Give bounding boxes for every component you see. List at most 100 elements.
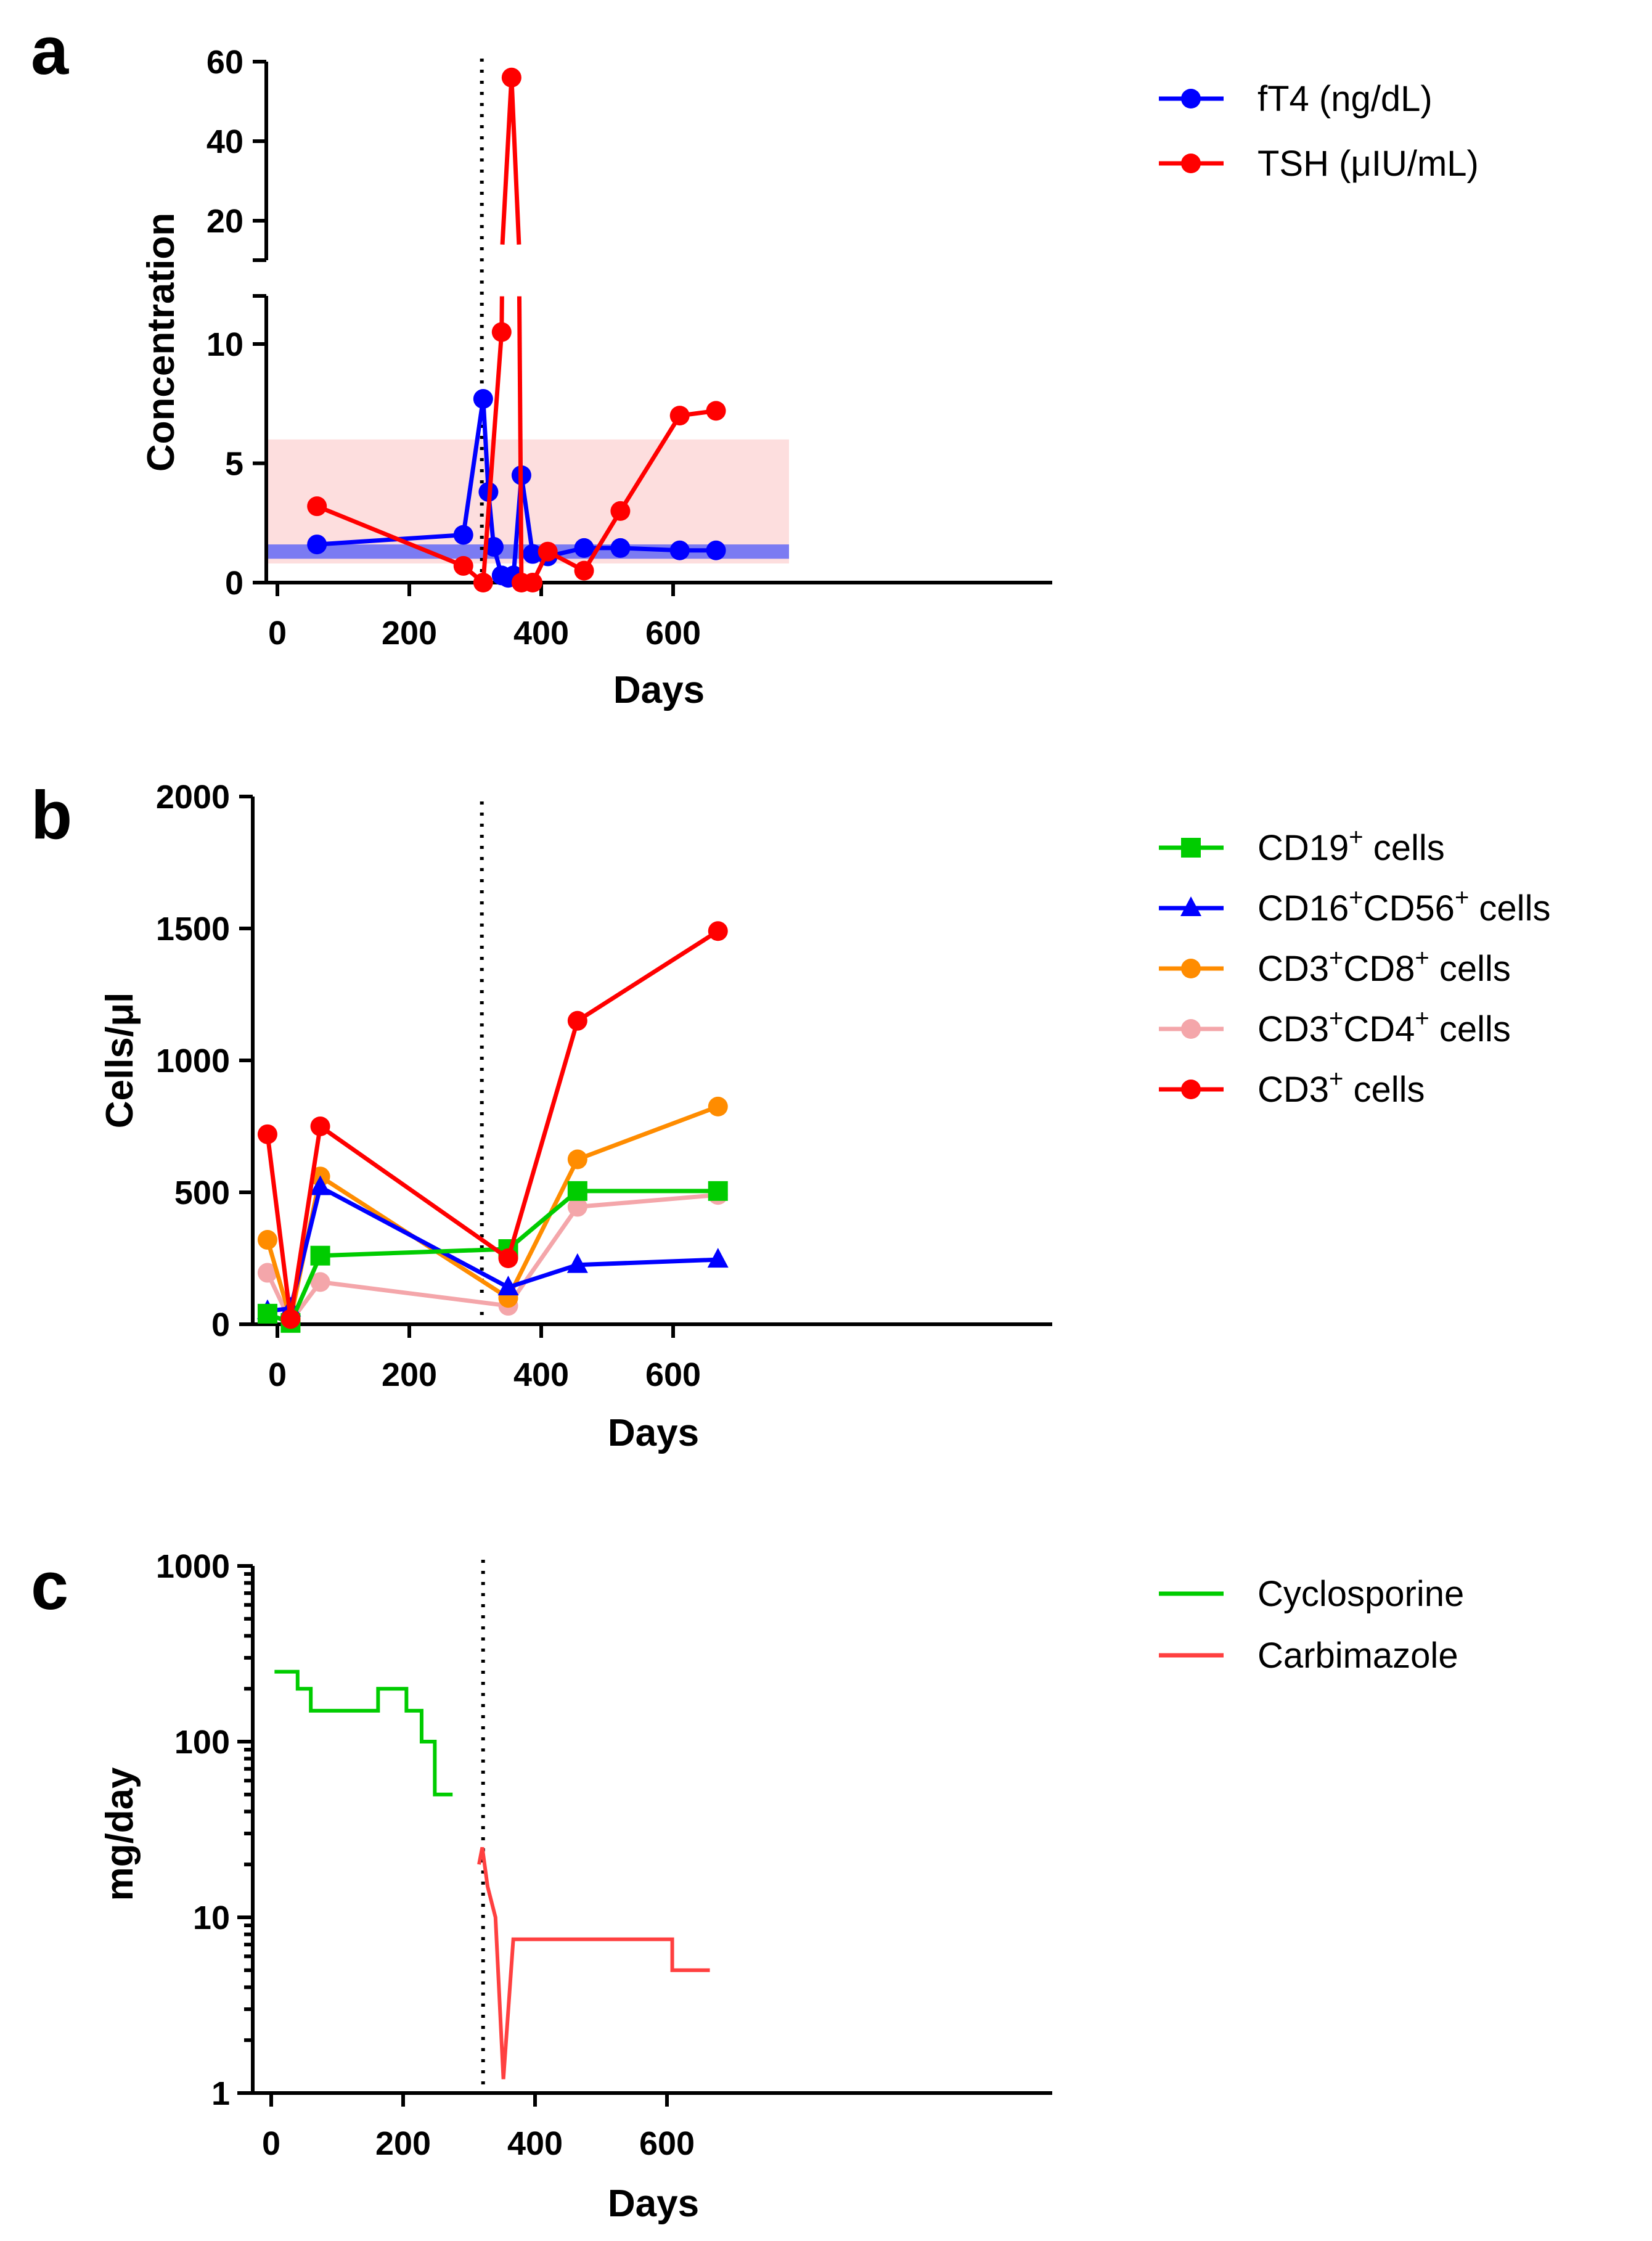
point-0-11 [574,538,594,558]
y-tick-label-500: 500 [174,1174,230,1211]
legend-marker-2 [1181,959,1201,978]
x-tick-label-200: 200 [375,2125,431,2162]
point-2-0 [257,1230,277,1250]
point-2-5 [708,1096,728,1116]
point-0-4 [567,1181,587,1201]
point-4-3 [498,1248,518,1268]
legend-label-2-sup2: + [1415,944,1429,972]
x-tick-label-400: 400 [507,2125,563,2162]
point-1-11 [706,401,726,421]
y-tick-label-100: 100 [174,1724,230,1761]
series-line-4 [265,929,719,1321]
point-1-3 [497,1276,519,1296]
series-line-3 [265,1192,719,1324]
legend-label-2: CD3+CD8+ cells [1257,944,1511,989]
legend-label-0: CD19+ cells [1257,824,1445,868]
legend-label-2-suffix: cells [1429,949,1511,989]
panel-c: c 1 10 100 1000 0 200 400 600 Days mg/day Cyclospor… [31,1548,1464,2225]
point-3-2 [310,1272,330,1292]
series-line-tsh-2b [500,77,514,245]
legend-label-0-base: CD19 [1257,828,1349,868]
x-axis-title: Days [613,669,705,711]
point-4-0 [257,1124,277,1144]
legend-label-1-sup: + [1349,884,1363,911]
legend-label-0-sup: + [1349,824,1363,851]
x-tick-label-400: 400 [513,615,569,652]
series-1 [307,67,726,592]
x-tick-label-600: 600 [639,2125,695,2162]
series-0 [257,1181,728,1333]
point-3-4 [567,1197,587,1217]
legend-marker-1 [1180,896,1201,916]
point-3-0 [257,1263,277,1283]
point-4-5 [708,921,728,941]
point-1-4 [566,1253,588,1273]
legend-label-3-sup2: + [1415,1005,1429,1032]
legend-marker-1 [1181,154,1201,173]
legend-label-1: Carbimazole [1257,1636,1458,1676]
point-1-0 [307,496,327,517]
x-tick-label-0: 0 [262,2125,280,2162]
y-tick-label-20: 20 [206,203,243,240]
legend-label-4: CD3+ cells [1257,1065,1425,1110]
x-tick-label-0: 0 [268,1356,287,1393]
panel-letter-c: c [31,1548,68,1624]
x-tick-label-400: 400 [513,1356,569,1393]
legend-label-2-base: CD3 [1257,949,1329,989]
point-1-10 [669,406,690,426]
legend-label-0-suffix: cells [1364,828,1445,868]
point-1-1 [453,555,473,576]
point-4-2 [310,1116,330,1136]
legend-label-2-mid: CD8 [1343,949,1415,989]
series-line-tsh-3b [517,296,524,583]
legend-label-2-sup: + [1329,944,1343,972]
x-tick-label-200: 200 [382,1356,437,1393]
legend-marker-0 [1181,838,1201,858]
point-0-2 [310,1245,330,1266]
series-4 [257,921,728,1329]
point-0-0 [307,535,327,555]
point-0-5 [708,1181,728,1201]
y-tick-label-1500: 1500 [156,911,230,948]
point-0-1 [453,525,473,545]
legend-label-4-suffix: cells [1343,1070,1425,1110]
y-axis-title: mg/day [99,1767,141,1901]
point-1-4 [501,67,521,88]
y-tick-label-0: 0 [225,565,243,602]
point-1-9 [610,501,631,521]
legend-label-1: TSH (μIU/mL) [1257,144,1479,184]
point-0-12 [610,538,631,558]
series-line-tsh-1 [316,332,504,585]
panel-b: b 0 500 1000 1500 2000 0 200 400 600 Days Cells/μl C… [31,777,1550,1454]
point-0-13 [669,540,690,560]
point-4-1 [280,1309,301,1329]
point-1-8 [574,560,594,581]
legend-label-4-sup: + [1329,1065,1343,1092]
legend-label-1-suffix: cells [1469,888,1550,928]
y-tick-label-60: 60 [206,44,243,81]
x-tick-label-600: 600 [645,615,701,652]
point-0-4 [483,536,504,557]
legend-label-3-base: CD3 [1257,1009,1329,1049]
legend-marker-0 [1181,89,1201,109]
series-line-0 [274,1669,453,1796]
y-tick-label-2000: 2000 [156,779,230,816]
point-1-2 [473,573,493,592]
point-0-14 [706,540,726,560]
y-axis-title: Cells/μl [99,993,141,1129]
series-line-tsh-3a [509,77,521,245]
legend-label-0: fT4 (ng/dL) [1257,79,1433,119]
x-tick-label-200: 200 [382,615,437,652]
panel-letter-b: b [31,777,72,853]
point-1-2 [309,1175,331,1195]
y-axis-title: Concentration [140,213,182,472]
legend-label-3-suffix: cells [1429,1009,1511,1049]
legend-label-3: CD3+CD4+ cells [1257,1005,1511,1049]
legend-label-1-sup2: + [1455,884,1469,911]
y-tick-label-0: 0 [211,1306,230,1343]
y-tick-label-5: 5 [225,446,243,483]
point-4-4 [567,1010,587,1031]
legend-label-1: CD16+CD56+ cells [1257,884,1550,928]
